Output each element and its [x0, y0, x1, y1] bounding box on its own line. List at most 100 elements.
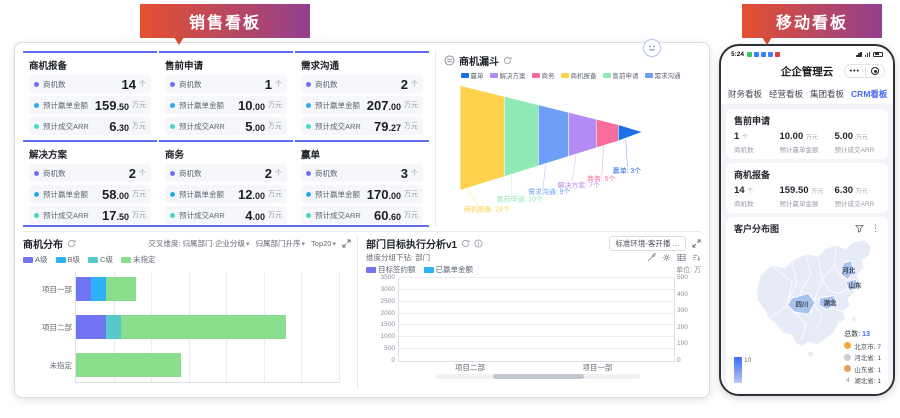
metric-unit: 万元 [404, 212, 418, 219]
tab-经营看板[interactable]: 经营看板 [769, 88, 803, 100]
legend-item-已赢单金额[interactable]: 已赢单金额 [423, 264, 473, 275]
more-vertical-icon[interactable]: ⋮ [871, 223, 880, 233]
notification-app-icons [747, 51, 781, 57]
status-icons [856, 51, 883, 57]
sort-icon[interactable] [692, 253, 701, 262]
metric-dot-icon [306, 170, 311, 176]
y-axis-tick-right: 400 [677, 290, 688, 298]
medal-icon [844, 353, 852, 361]
drill-label: 维度分组下钻: 部门 [366, 253, 431, 262]
funnel-stage-label: 解决方案: 7个 [558, 181, 600, 190]
metric-value: 5.00 [245, 118, 265, 134]
province-河北[interactable] [840, 260, 855, 280]
metric-unit: 万元 [132, 212, 146, 219]
close-capsule-button[interactable] [871, 67, 879, 75]
metric-label: 预计成交ARR [315, 210, 361, 220]
legend-label: A级 [35, 255, 48, 264]
desktop-badge-label: 销售看板 [188, 15, 261, 32]
legend-item-C级[interactable]: C级 [88, 254, 113, 265]
legend-item-需求沟通[interactable]: 需求沟通 [644, 70, 681, 80]
legend-item-商务[interactable]: 商务 [531, 70, 555, 80]
expand-icon[interactable] [692, 239, 701, 248]
distribution-plot: 项目一部 项目二部 未指定 [42, 271, 340, 383]
legend-item-商机报备[interactable]: 商机报备 [560, 70, 597, 80]
magic-icon[interactable] [647, 253, 656, 262]
metric-dot-icon [306, 123, 311, 129]
stat-card-grid: 商机报备 商机数 14 个预计赢单金额 159.50 万元 预计成交ARR 6.30 万元 售前申… [23, 51, 429, 227]
funnel-stage-label: 售前申请: 10个 [497, 194, 543, 203]
badge-tail [174, 37, 184, 45]
bar-segment-A级 [76, 315, 107, 339]
expand-icon[interactable] [342, 239, 351, 248]
refresh-icon[interactable] [503, 56, 512, 65]
more-menu-button[interactable]: ••• [849, 67, 860, 75]
gridline [399, 336, 674, 338]
legend-item-未指定[interactable]: 未指定 [120, 254, 155, 265]
distribution-legend: A级 B级 C级 未指定 [23, 254, 351, 265]
y-axis-tick-right: 0 [677, 357, 681, 364]
tab-集团看板[interactable]: 集团看板 [810, 88, 844, 100]
filter-icon[interactable] [855, 224, 864, 233]
funnel-stage-商机报备 [459, 85, 505, 191]
legend-item-目标签约额[interactable]: 目标签约额 [366, 264, 416, 275]
legend-item-赢单[interactable]: 赢单 [460, 70, 484, 80]
unit-label: 单位: 万 [676, 266, 701, 274]
tab-CRM看板[interactable]: CRM看板 [851, 88, 887, 100]
map-card-header: 客户分布图 ⋮ [734, 222, 880, 235]
dept-analysis-card: 部门目标执行分析v1 标准环境-客开播 … 维度分组下 [357, 236, 701, 389]
legend-item-B级[interactable]: B级 [55, 254, 80, 265]
stat-card-title: 赢单 [301, 150, 321, 161]
metric-dot-icon [306, 212, 311, 218]
info-icon[interactable] [474, 239, 483, 248]
horizontal-scrollbar [436, 374, 641, 379]
topn-select[interactable]: Top20 ▾ [311, 239, 336, 248]
decimal-part: .00 [388, 101, 401, 112]
metric-value: 207.00 [366, 97, 401, 113]
decimal-part: .30 [116, 122, 129, 133]
chevron-down-icon: ▾ [301, 240, 306, 248]
app-icon [768, 51, 774, 57]
refresh-icon[interactable] [461, 239, 470, 248]
dept-legend-row: 目标签约额 已赢单金额 单位: 万 [366, 264, 701, 275]
tab-财务看板[interactable]: 财务看板 [728, 88, 762, 100]
hainan-island [807, 350, 814, 358]
province-山东[interactable] [845, 278, 860, 292]
legend-swatch [55, 256, 66, 263]
metric-row: 预计赢单金额 170.00 万元 [301, 185, 423, 203]
environment-select[interactable]: 标准环境-客开播 … [609, 236, 686, 251]
refresh-icon[interactable] [67, 239, 76, 248]
metric-row: 商机数 2 个 [165, 164, 287, 182]
mobile-metric-unit: 万元 [804, 135, 818, 141]
legend-item-售前申请[interactable]: 售前申请 [602, 70, 639, 80]
table-icon[interactable] [677, 253, 686, 262]
tab-label: 财务看板 [728, 88, 763, 99]
metric-dot-icon [34, 170, 39, 176]
assistant-smiley-icon[interactable] [643, 39, 661, 57]
legend-label: 商务 [541, 73, 555, 80]
scrollbar-thumb[interactable] [493, 374, 584, 379]
metric-dot-icon [170, 191, 175, 197]
metric-unit: 万元 [268, 191, 282, 198]
metric-row: 商机数 2 个 [29, 164, 151, 182]
stat-card: 商务 商机数 2 个预计赢单金额 12.00 万元 预计成交ARR 4.00 万元 [159, 140, 293, 224]
metric-label: 预计成交ARR [315, 121, 361, 131]
category-label: 项目一部 [42, 285, 72, 294]
decimal-part: .00 [252, 122, 265, 133]
taiwan-island [851, 315, 857, 323]
ranking-row: 河北省: 1 [844, 352, 881, 362]
province-湖北[interactable] [818, 295, 839, 311]
metric-label: 预计赢单金额 [43, 100, 88, 110]
cross-dimension-select[interactable]: 交叉维度: 归属部门·企业分级 ▾ [148, 239, 250, 248]
legend-item-解决方案[interactable]: 解决方案 [489, 70, 526, 80]
sort-select[interactable]: 归属部门升序 ▾ [255, 239, 306, 248]
stat-card-title: 商机报备 [29, 61, 68, 72]
gear-icon[interactable] [662, 253, 671, 262]
mobile-metric: 10.00 万元 预计赢单金额 [779, 131, 834, 154]
legend-label: 赢单 [470, 73, 484, 80]
legend-item-A级[interactable]: A级 [23, 254, 48, 265]
drag-handle-icon[interactable] [444, 55, 455, 66]
province-四川[interactable] [786, 292, 816, 315]
mobile-metric-unit: 个 [745, 189, 754, 195]
metric-row: 预计成交ARR 60.60 万元 [301, 206, 423, 224]
